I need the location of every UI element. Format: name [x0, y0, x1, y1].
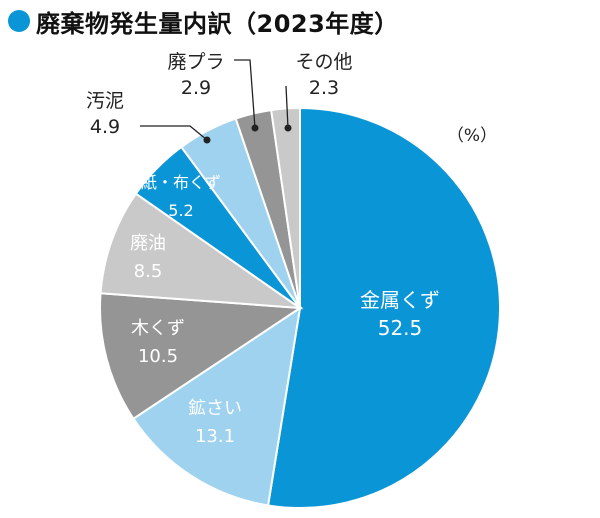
pie-slice-wood-scrap — [99, 292, 303, 421]
pie-slice-slag — [132, 305, 302, 507]
leader-line-sludge — [140, 125, 208, 141]
slice-value-metal-scrap: 52.5 — [378, 316, 423, 340]
leader-dot-sludge — [203, 136, 211, 144]
chart-title: 廃棄物発生量内訳（2023年度） — [8, 4, 399, 38]
slice-value-other: 2.3 — [309, 77, 339, 99]
slice-value-waste-plastic: 2.9 — [181, 77, 211, 99]
slice-label-waste-plastic: 廃プラ — [167, 51, 224, 73]
pie-slice-waste-oil — [99, 192, 304, 310]
leader-line-other — [285, 85, 289, 129]
title-bullet-icon — [8, 10, 30, 32]
slice-label-wood-scrap: 木くず — [131, 318, 185, 339]
slice-label-metal-scrap: 金属くず — [360, 288, 440, 312]
leader-dot-waste-plastic — [251, 124, 259, 132]
slice-label-other: その他 — [295, 51, 352, 73]
slice-label-paper-cloth: 紙・布くず — [141, 173, 221, 192]
slice-label-sludge: 汚泥 — [86, 90, 124, 112]
slice-value-waste-oil: 8.5 — [134, 261, 163, 282]
slice-value-sludge: 4.9 — [90, 116, 120, 138]
slice-value-paper-cloth: 5.2 — [168, 201, 193, 220]
slice-value-wood-scrap: 10.5 — [138, 346, 178, 367]
leader-dot-other — [284, 124, 292, 132]
slice-value-slag: 13.1 — [195, 426, 235, 447]
leader-line-waste-plastic — [234, 59, 256, 129]
pie-slice-other — [270, 106, 301, 309]
slice-label-slag: 鉱さい — [188, 398, 242, 419]
unit-label: （%） — [447, 126, 497, 146]
slice-label-waste-oil: 廃油 — [130, 233, 166, 254]
pie-slice-metal-scrap — [266, 106, 501, 509]
chart-title-text: 廃棄物発生量内訳（2023年度） — [36, 9, 399, 38]
